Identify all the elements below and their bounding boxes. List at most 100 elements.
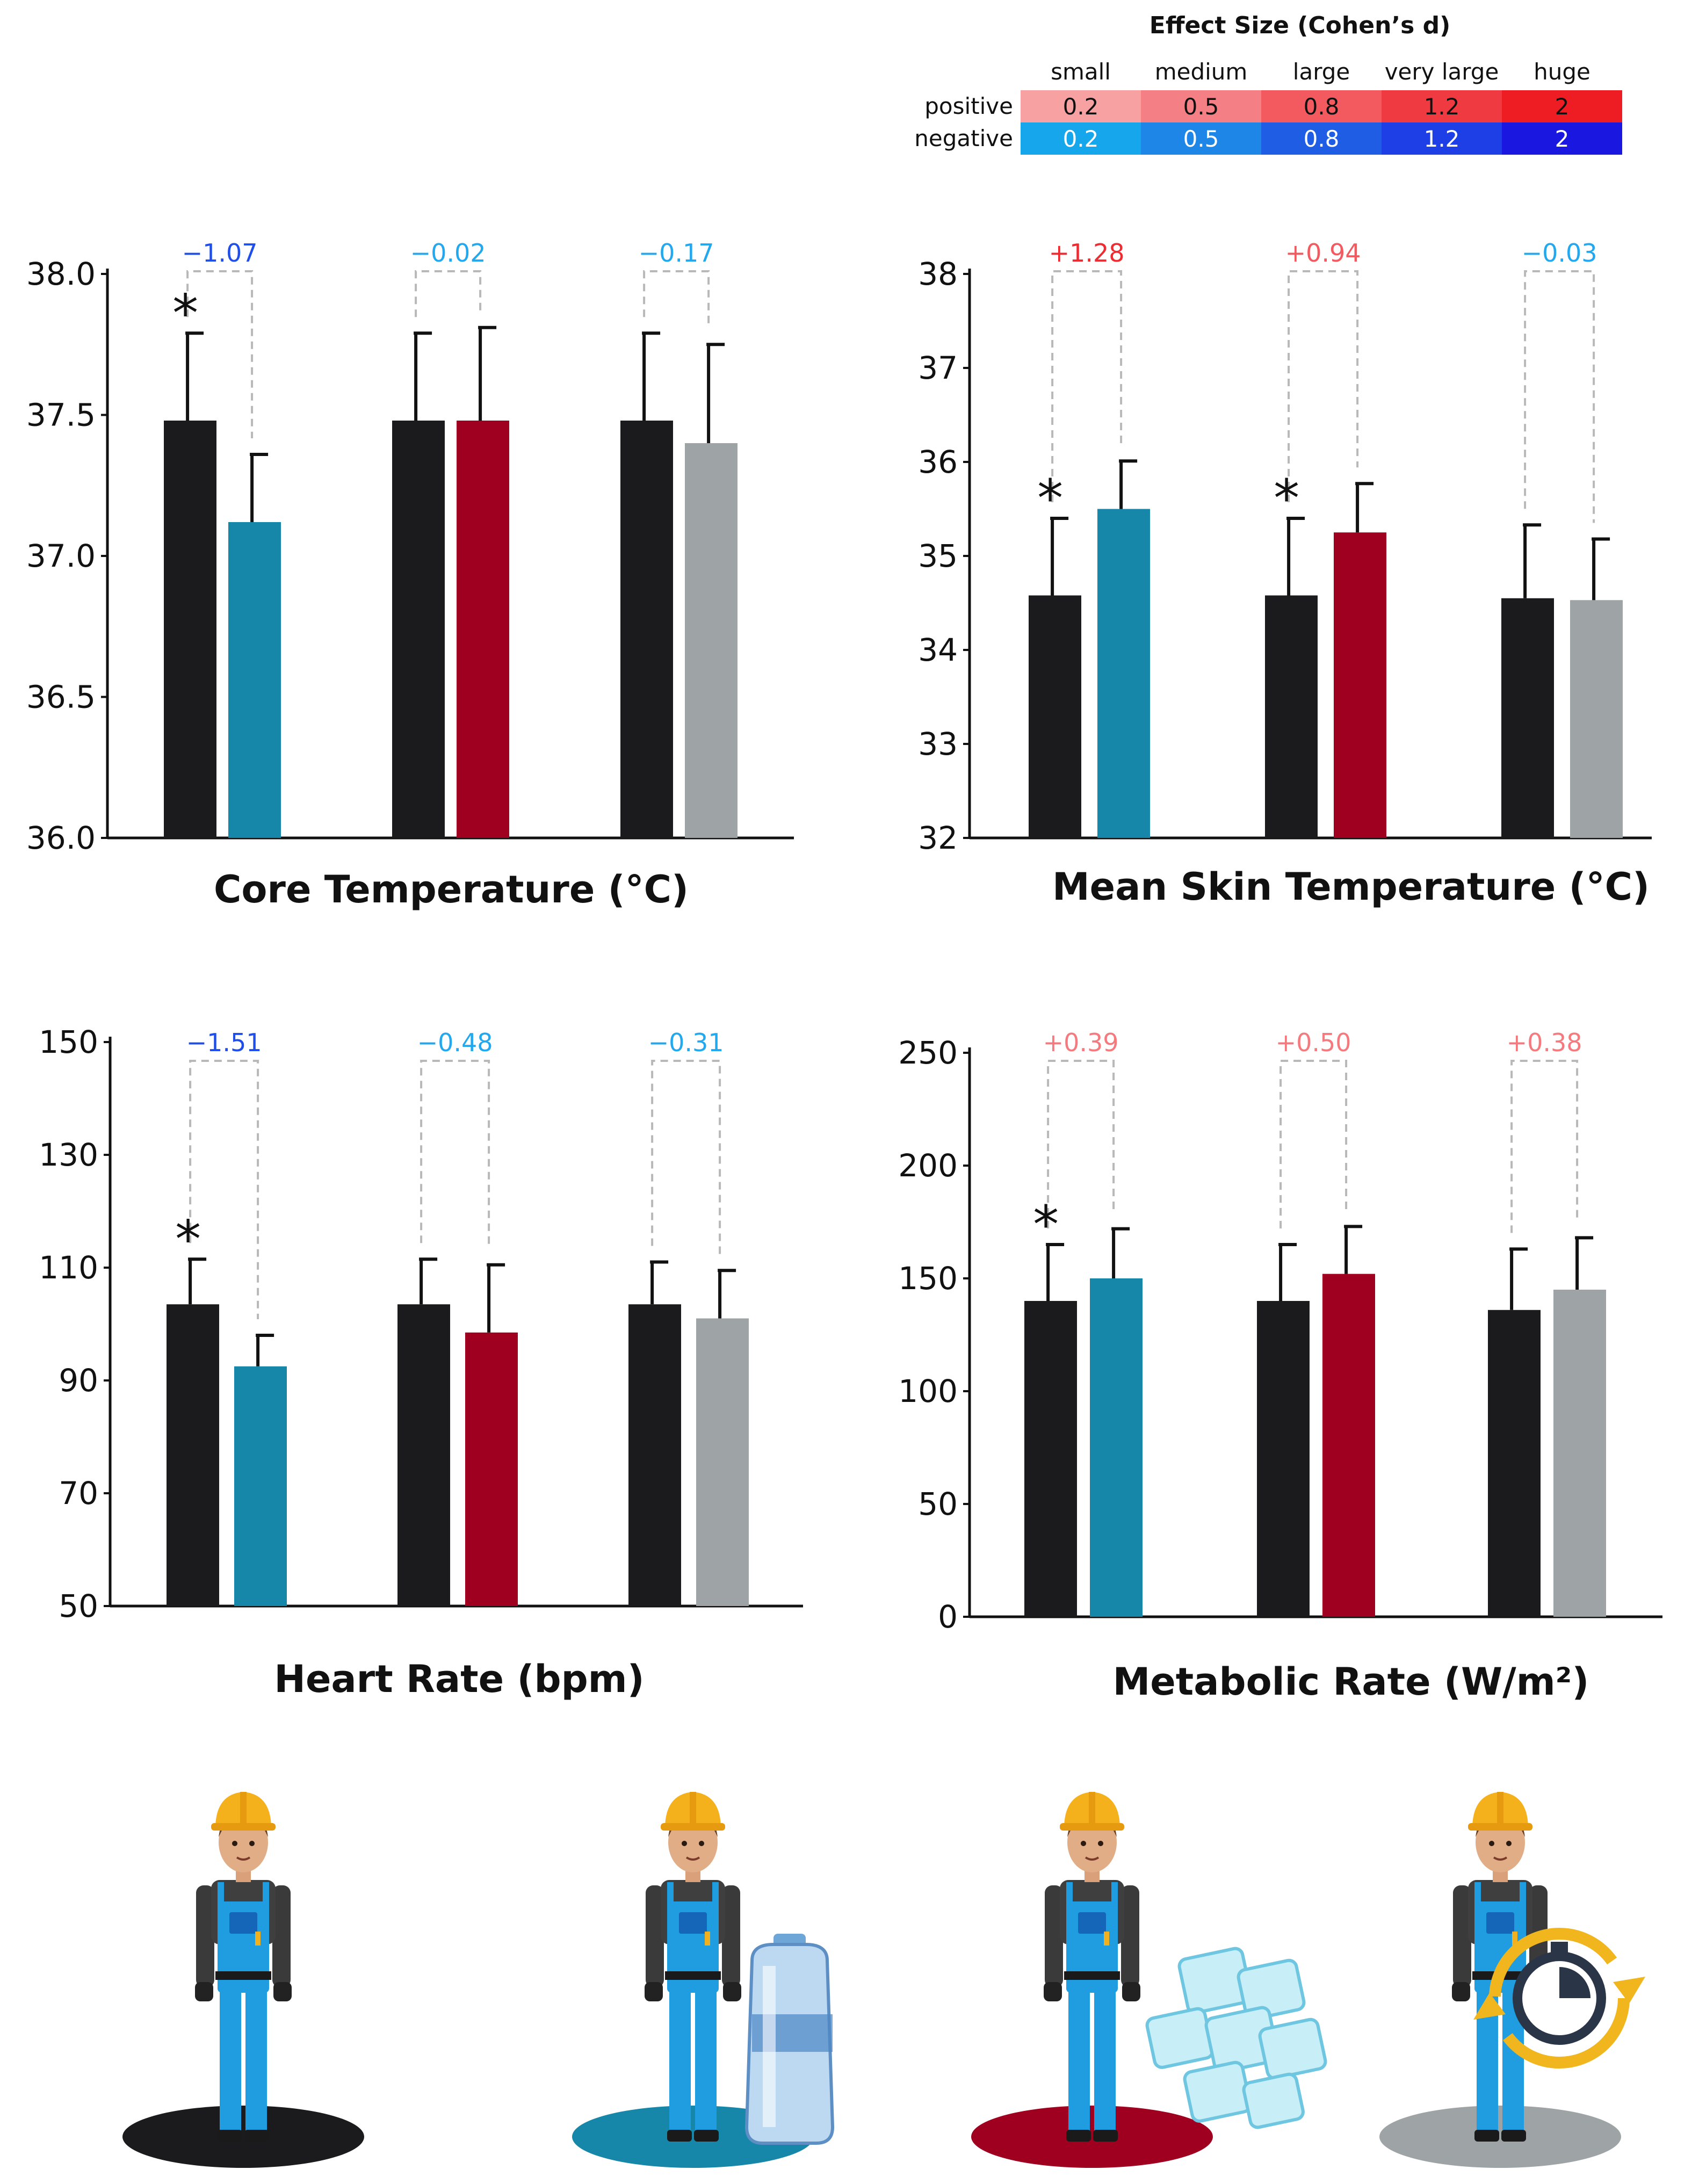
legend-swatch-value: 2: [1555, 93, 1570, 120]
legend-swatch: [1141, 122, 1261, 155]
y-tick-label: 150: [898, 1260, 958, 1297]
condition-platform: [122, 2106, 364, 2168]
y-tick-label: 36: [918, 444, 958, 480]
y-tick-label: 50: [918, 1486, 958, 1522]
bar-ice: [457, 421, 509, 838]
legend-swatch-value: 0.8: [1304, 93, 1340, 120]
y-tick-label: 34: [918, 632, 958, 668]
y-tick-label: 35: [918, 538, 958, 574]
effect-bracket: [186, 270, 254, 438]
chart-title: Core Temperature (°C): [214, 867, 689, 912]
legend-swatch: [1021, 122, 1141, 155]
bar-timing: [1570, 600, 1623, 838]
stopwatch-icon: [1473, 1928, 1645, 2069]
condition-illustrations: [122, 1791, 1645, 2168]
bar-control: [1501, 598, 1554, 838]
effect-size-label: +0.38: [1507, 1028, 1582, 1057]
legend-swatch-value: 0.8: [1304, 126, 1340, 152]
y-tick-label: 36.0: [26, 820, 96, 856]
effect-size-label: +1.28: [1049, 238, 1125, 267]
y-tick-label: 38: [918, 256, 958, 292]
bar-control: [1024, 1301, 1077, 1617]
legend-swatch: [1261, 90, 1382, 122]
legend-swatch: [1502, 90, 1622, 122]
legend-swatch-value: 1.2: [1424, 126, 1460, 152]
skin-temperature-chart: 32 33 34 35 36 37 38 +1.28 * +0.94 * −0.03 Mean Skin…: [918, 238, 1652, 909]
legend-column-label: huge: [1534, 59, 1590, 85]
effect-size-label: +0.94: [1285, 238, 1361, 267]
effect-size-label: −0.03: [1522, 238, 1597, 267]
effect-bracket: [1288, 270, 1359, 502]
bar-water: [1090, 1278, 1143, 1617]
bar-control: [1029, 595, 1081, 838]
significance-asterisk: *: [175, 1209, 201, 1269]
bar-control: [392, 421, 445, 838]
y-tick-label: 0: [938, 1599, 958, 1635]
legend-row-label: negative: [914, 125, 1013, 151]
legend-swatch: [1021, 90, 1141, 122]
significance-asterisk: *: [1274, 468, 1299, 529]
heart-rate-chart: 50 70 90 110 130 150 −1.51 * −0.48 −0.31 Heart Rat…: [39, 1024, 803, 1701]
effect-size-label: +0.39: [1043, 1028, 1119, 1057]
effect-bracket: [1510, 1060, 1579, 1233]
condition-platform: [1379, 2106, 1621, 2168]
worker-control: [122, 1791, 364, 2168]
bar-water: [1097, 509, 1150, 838]
legend-column-label: large: [1293, 59, 1350, 85]
worker-timing: [1379, 1791, 1645, 2168]
worker-icon: [1043, 1791, 1141, 2143]
worker-icon: [644, 1791, 742, 2143]
effect-bracket: [415, 270, 482, 317]
legend-swatch: [1382, 122, 1502, 155]
bar-control: [1257, 1301, 1310, 1617]
worker-ice: [971, 1791, 1327, 2168]
bar-control: [1265, 595, 1318, 838]
y-tick-label: 150: [39, 1024, 98, 1060]
y-tick-label: 200: [898, 1147, 958, 1184]
effect-bracket: [1524, 270, 1595, 523]
effect-bracket: [1047, 1060, 1115, 1228]
bar-ice: [1322, 1274, 1375, 1617]
significance-asterisk: *: [1037, 468, 1063, 529]
y-tick-label: 36.5: [26, 679, 96, 715]
chart-title: Heart Rate (bpm): [274, 1657, 644, 1701]
metabolic-rate-chart: 0 50 100 150 200 250 +0.39 * +0.50 +0.38 Metabolic…: [898, 1028, 1662, 1704]
y-tick-label: 37.0: [26, 538, 96, 574]
bar-ice: [1334, 532, 1386, 838]
y-tick-label: 110: [39, 1249, 98, 1286]
legend-row-label: positive: [924, 93, 1013, 119]
effect-size-label: −1.51: [186, 1028, 262, 1057]
bar-control: [620, 421, 673, 838]
effect-size-label: −0.17: [639, 238, 714, 267]
worker-icon: [194, 1791, 293, 2143]
legend-column-label: very large: [1385, 59, 1499, 85]
y-tick-label: 38.0: [26, 256, 96, 292]
effect-bracket: [1279, 1060, 1348, 1228]
bar-control: [628, 1304, 681, 1606]
legend-swatch-value: 0.2: [1063, 126, 1099, 152]
y-tick-label: 100: [898, 1373, 958, 1409]
bar-ice: [465, 1332, 518, 1606]
y-tick-label: 37.5: [26, 397, 96, 433]
condition-platform: [971, 2106, 1213, 2168]
y-tick-label: 130: [39, 1137, 98, 1173]
legend-swatch: [1261, 122, 1382, 155]
legend-title: Effect Size (Cohen’s d): [1149, 12, 1450, 39]
effect-size-label: −0.48: [417, 1028, 493, 1057]
significance-asterisk: *: [172, 283, 198, 343]
legend-swatch: [1141, 90, 1261, 122]
y-tick-label: 70: [59, 1475, 98, 1512]
bar-control: [1488, 1310, 1541, 1617]
y-tick-label: 50: [59, 1588, 98, 1624]
bar-control: [167, 1304, 219, 1606]
chart-title: Metabolic Rate (W/m²): [1113, 1660, 1589, 1704]
core-temperature-chart: 36.0 36.5 37.0 37.5 38.0 −1.07 * −0.02 −0.17 Core…: [26, 238, 794, 912]
legend-swatch-value: 0.5: [1183, 126, 1219, 152]
bar-timing: [1553, 1290, 1606, 1617]
legend-swatch: [1382, 90, 1502, 122]
water-bottle-icon: [744, 1934, 835, 2145]
effect-bracket: [651, 1060, 721, 1255]
y-tick-label: 250: [898, 1035, 958, 1071]
effect-size-label: −0.02: [410, 238, 486, 267]
worker-water: [572, 1791, 835, 2168]
